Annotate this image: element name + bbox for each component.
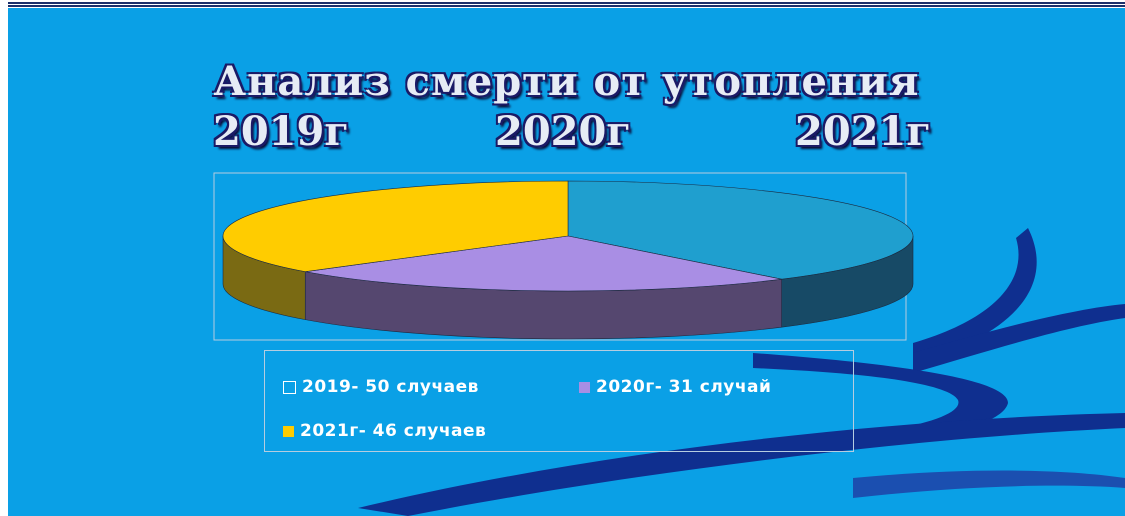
legend-swatch-2021 [283,425,294,437]
pie-slice-2021 [222,180,569,272]
slide: Анализ смерти от утопления 2019г 2020г 2… [8,8,1125,516]
title-year-2021: 2021г [795,108,931,155]
legend: 2019- 50 случаев 2020г- 31 случай 2021г-… [264,350,854,452]
legend-item-2019: 2019- 50 случаев [283,377,479,397]
pie-slice-2019 [567,180,914,280]
swoosh-5 [853,470,1125,498]
pie-tops [222,180,914,292]
legend-label-2021: 2021г- 46 случаев [300,421,487,441]
swoosh-2 [913,304,1125,373]
swoosh-4 [358,413,1125,516]
legend-item-2021: 2021г- 46 случаев [283,421,486,441]
title-year-2019: 2019г [213,108,349,155]
legend-item-2020: 2020г- 31 случай [579,377,771,397]
pie-chart [213,172,914,341]
legend-label-2019: 2019- 50 случаев [302,377,479,397]
pie-slice-2020 [305,235,782,292]
legend-swatch-2020 [579,381,590,393]
decorative-swooshes [358,228,1125,516]
title-year-2020: 2020г [495,108,631,155]
top-border-line [8,0,1125,8]
chart-title: Анализ смерти от утопления [213,58,920,105]
legend-swatch-2019 [283,380,296,394]
legend-label-2020: 2020г- 31 случай [596,377,772,397]
